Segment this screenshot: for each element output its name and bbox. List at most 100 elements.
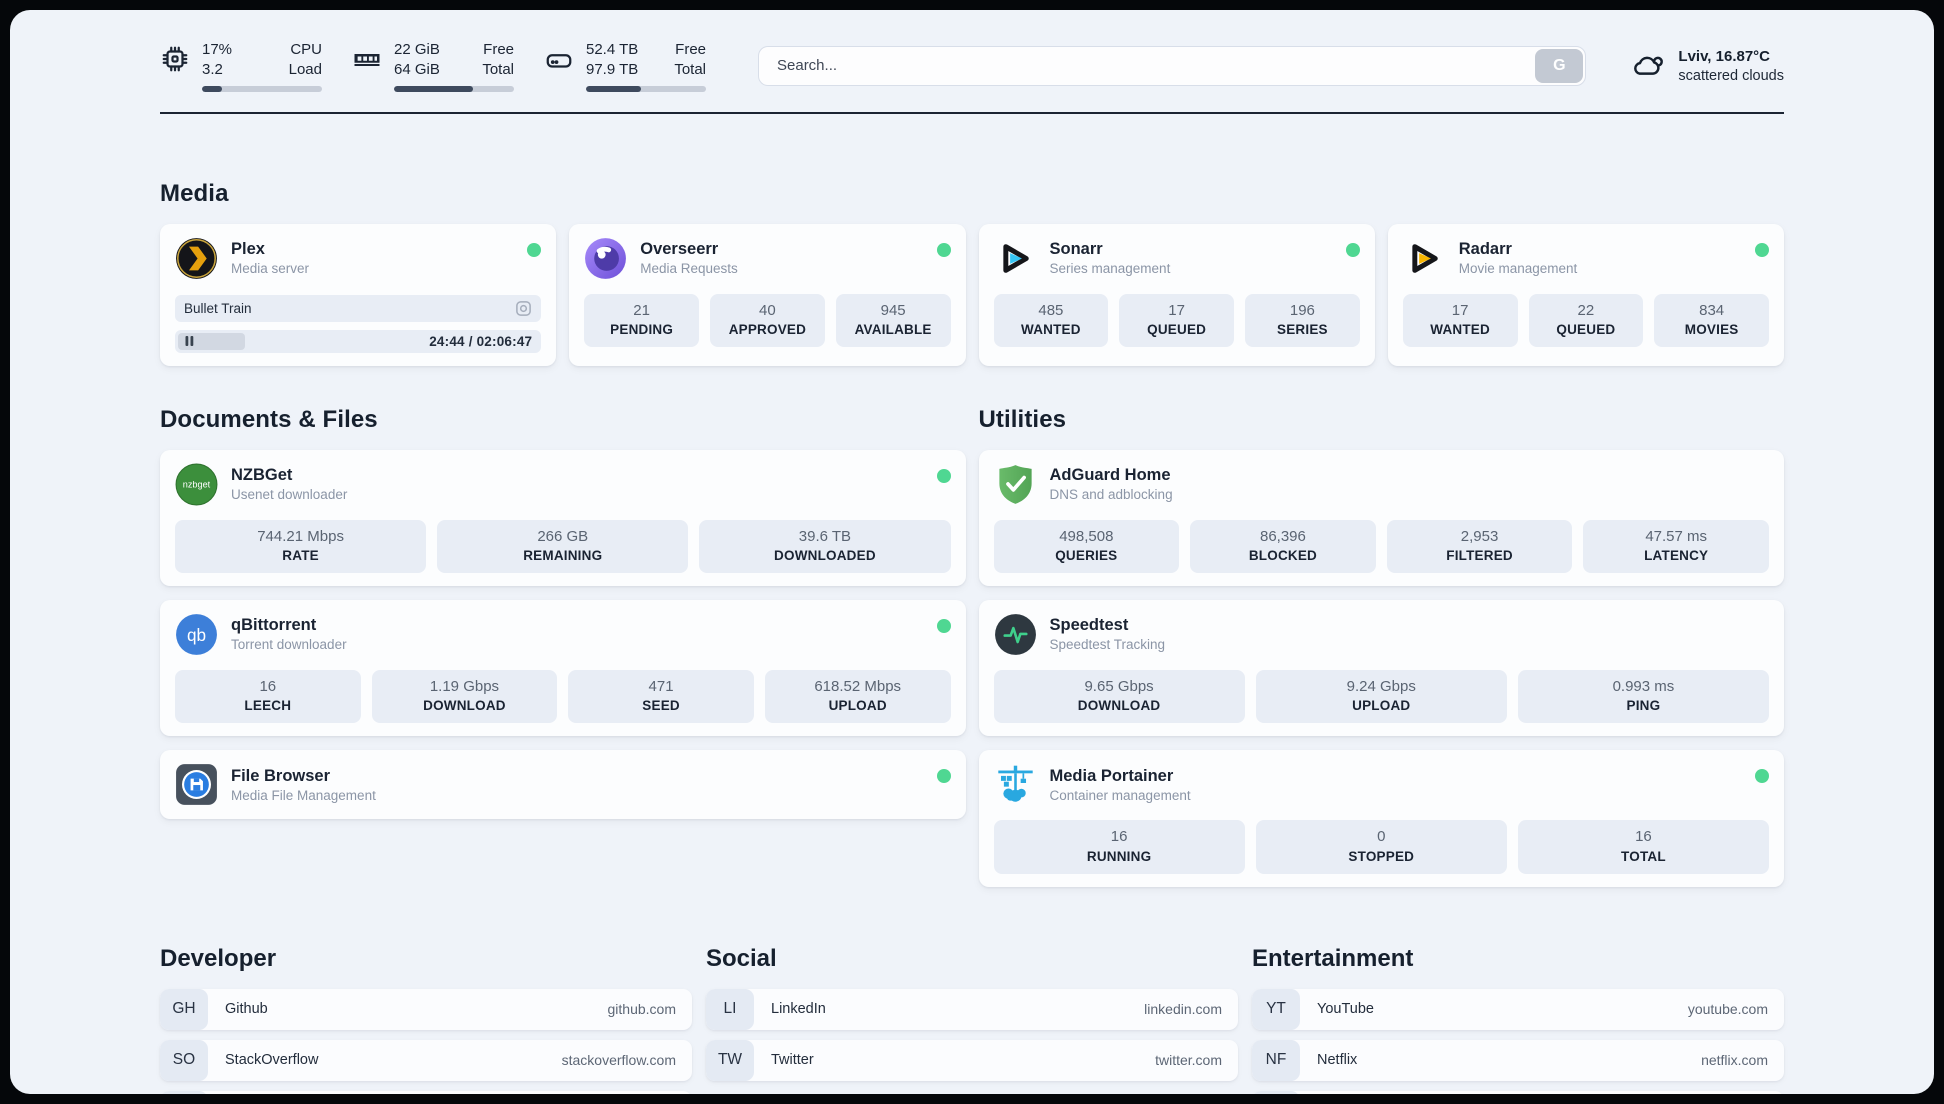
bookmark-netflix[interactable]: NF Netflix netflix.com: [1252, 1039, 1784, 1081]
app-card-plex[interactable]: Plex Media server Bullet Train: [160, 223, 557, 366]
svg-text:nzbget: nzbget: [183, 479, 211, 489]
status-online-dot: [936, 468, 951, 483]
app-card-sonarr[interactable]: Sonarr Series management 485 WANTED 17 Q…: [978, 223, 1375, 366]
section-title-social: Social: [706, 944, 777, 972]
status-online-dot: [527, 242, 542, 257]
stat-blocked: 86,396 BLOCKED: [1190, 519, 1376, 573]
portainer-icon: [994, 763, 1037, 806]
bookmark-url: netflix.com: [1701, 1052, 1768, 1069]
sonarr-icon: [994, 237, 1037, 280]
bookmark-abbr: GH: [160, 988, 208, 1030]
app-card-speedtest[interactable]: Speedtest Speedtest Tracking 9.65 Gbps D…: [978, 599, 1784, 737]
bookmark-url: youtube.com: [1687, 1001, 1768, 1018]
record-icon[interactable]: [515, 300, 532, 317]
bookmark-github[interactable]: GH Github github.com: [160, 988, 692, 1030]
stat-seed: 471 SEED: [568, 669, 754, 724]
search-input[interactable]: [758, 45, 1587, 86]
app-card-qbittorrent[interactable]: qb qBittorrent Torrent downloader 16 LEE…: [160, 599, 966, 737]
bookmark-name: Github: [225, 1001, 268, 1018]
app-card-overseerr[interactable]: Overseerr Media Requests 21 PENDING 40 A…: [569, 223, 966, 366]
status-online-dot: [1755, 242, 1769, 257]
app-name: NZBGet: [231, 466, 293, 484]
bookmark-group-entertainment: Entertainment YT YouTube youtube.com NF …: [1252, 945, 1784, 1094]
app-card-adguard[interactable]: AdGuard Home DNS and adblocking 498,508 …: [978, 449, 1784, 586]
filebrowser-icon: [175, 763, 218, 806]
app-name: Radarr: [1458, 240, 1512, 258]
qbittorrent-icon: qb: [175, 613, 218, 656]
now-playing-row: Bullet Train: [175, 294, 542, 322]
overseerr-icon: [584, 237, 627, 280]
disk-free-value: 52.4 TB: [586, 41, 639, 58]
bookmark-linkedin[interactable]: LI LinkedIn linkedin.com: [706, 988, 1238, 1030]
system-stats: 17% 3.2 CPU Load: [160, 40, 706, 92]
app-description: Container management: [1049, 787, 1191, 803]
utilities-column: Utilities AdGuard Home DNS and: [978, 366, 1784, 887]
search-engine-button[interactable]: G: [1535, 48, 1584, 83]
bookmark-url: linkedin.com: [1144, 1001, 1222, 1018]
memory-icon: [352, 44, 382, 74]
bookmark-reddit[interactable]: RE Reddit reddit.com: [1252, 1090, 1784, 1094]
stat-filtered: 2,953 FILTERED: [1386, 519, 1573, 573]
app-name: Overseerr: [640, 240, 719, 258]
pause-icon[interactable]: [185, 336, 194, 346]
documents-column: Documents & Files nzbget NZBGet Usenet d…: [160, 366, 966, 820]
app-name: Speedtest: [1049, 616, 1129, 635]
memory-total-label: Total: [482, 61, 514, 79]
section-title-documents: Documents & Files: [160, 405, 378, 433]
stat-ping: 0.993 ms PING: [1517, 669, 1770, 724]
bookmark-twitter[interactable]: TW Twitter twitter.com: [706, 1039, 1238, 1081]
cpu-label: CPU: [290, 41, 322, 58]
stat-wanted: 17 WANTED: [1402, 293, 1518, 347]
bookmark-abbr: RE: [1252, 1090, 1300, 1094]
bookmark-stackoverflow[interactable]: SO StackOverflow stackoverflow.com: [160, 1039, 692, 1081]
bookmark-url: github.com: [607, 1001, 676, 1018]
nzbget-icon: nzbget: [175, 463, 218, 506]
bookmark-name: LinkedIn: [771, 1001, 826, 1018]
memory-progress-fill: [394, 85, 474, 92]
app-card-filebrowser[interactable]: File Browser Media File Management: [160, 750, 966, 820]
stat-stopped: 0 STOPPED: [1255, 820, 1507, 874]
memory-progress-track: [394, 85, 514, 92]
radarr-icon: [1403, 237, 1446, 280]
section-title-media: Media: [160, 179, 229, 207]
stat-queued: 22 QUEUED: [1528, 293, 1644, 347]
bookmark-youtube[interactable]: YT YouTube youtube.com: [1252, 988, 1784, 1030]
bookmark-name: StackOverflow: [225, 1052, 319, 1069]
app-name: AdGuard Home: [1049, 466, 1171, 484]
bookmark-abbr: DT: [160, 1090, 208, 1094]
status-online-dot: [936, 618, 951, 633]
plex-icon: [175, 237, 218, 280]
app-description: DNS and adblocking: [1049, 487, 1173, 502]
header-divider: [160, 111, 1784, 114]
app-card-nzbget[interactable]: nzbget NZBGet Usenet downloader 744.21 M…: [160, 449, 966, 586]
cpu-stat: 17% 3.2 CPU Load: [160, 40, 322, 92]
stat-approved: 40 APPROVED: [710, 293, 825, 347]
app-description: Movie management: [1458, 261, 1578, 276]
app-description: Usenet downloader: [231, 487, 348, 502]
stat-total: 16 TOTAL: [1517, 820, 1770, 874]
bookmark-dev[interactable]: DT DEV dev.to: [160, 1090, 692, 1094]
app-card-portainer[interactable]: Media Portainer Container management 16 …: [978, 750, 1784, 887]
disk-progress-fill: [586, 85, 642, 92]
memory-free-label: Free: [483, 41, 514, 58]
app-name: Media Portainer: [1049, 766, 1174, 785]
stat-running: 16 RUNNING: [993, 820, 1245, 874]
app-name: qBittorrent: [231, 616, 317, 635]
stat-queued: 17 QUEUED: [1119, 293, 1234, 347]
stat-queries: 498,508 QUERIES: [993, 519, 1180, 573]
bookmark-abbr: YT: [1252, 988, 1300, 1030]
stat-downloaded: 39.6 TB DOWNLOADED: [699, 519, 951, 573]
app-card-radarr[interactable]: Radarr Movie management 17 WANTED 22 QUE…: [1387, 223, 1784, 366]
section-title-entertainment: Entertainment: [1252, 944, 1414, 972]
bookmark-name: YouTube: [1317, 1001, 1374, 1018]
status-online-dot: [1755, 769, 1769, 784]
stat-download: 9.65 Gbps DOWNLOAD: [993, 669, 1245, 724]
bookmark-url: twitter.com: [1155, 1052, 1222, 1069]
playback-progress-bar[interactable]: 24:44 / 02:06:47: [175, 329, 542, 353]
bookmark-name: Netflix: [1317, 1052, 1358, 1069]
app-name: File Browser: [231, 766, 331, 785]
bookmark-group-developer: Developer GH Github github.com SO StackO…: [160, 945, 692, 1094]
cpu-load-label: Load: [288, 61, 322, 79]
disk-stat: 52.4 TB 97.9 TB Free Total: [544, 40, 706, 92]
dashboard-frame: 17% 3.2 CPU Load: [10, 10, 1934, 1094]
